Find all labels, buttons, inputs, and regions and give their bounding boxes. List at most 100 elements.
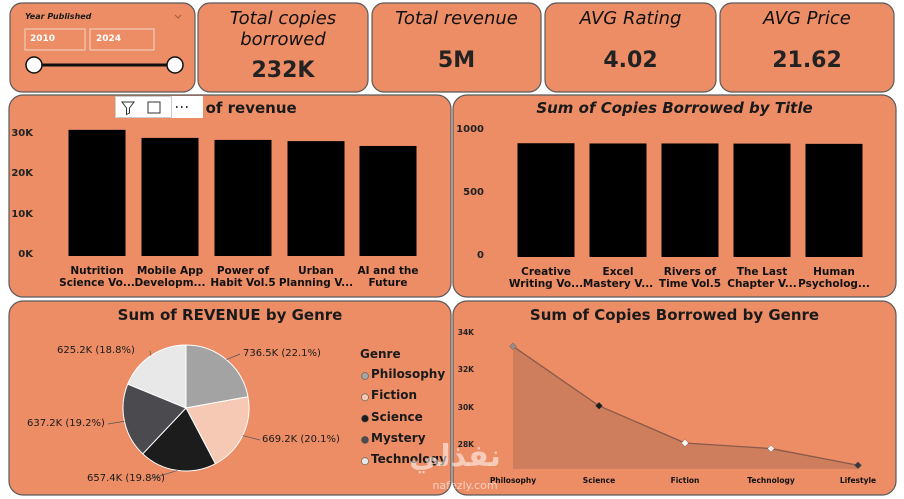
card-value: 5M [437, 48, 476, 73]
pie-slice [122, 383, 187, 455]
toolbar[interactable] [115, 96, 172, 118]
bar [359, 145, 417, 256]
x-tick-label: Lifestyle [839, 476, 877, 485]
x-tick-label: Excel Mastery V... [582, 266, 654, 291]
y-tick-label: 30K [11, 128, 33, 140]
legend-marker [361, 414, 369, 423]
x-tick-label: Mobile App Developm... [134, 265, 206, 290]
y-tick-label: 20K [11, 168, 33, 180]
x-tick-label: Philosophy [489, 476, 537, 485]
card-panel [197, 2, 369, 93]
card-panel [371, 2, 542, 93]
point [681, 439, 689, 447]
watermark: نفذلي [409, 439, 501, 474]
legend-label: Mystery [371, 430, 426, 445]
bar [517, 143, 575, 257]
bar [589, 143, 647, 257]
more-options[interactable] [172, 96, 200, 118]
data-label: 625.2K (18.8%) [57, 345, 135, 356]
date-box[interactable] [24, 28, 86, 51]
slicer-to: 2024 [96, 34, 122, 44]
data-label: 657.4K (19.8%) [87, 473, 165, 484]
chart-title: Sum of REVENUE by Genre [117, 306, 343, 324]
y-tick-label: 500 [463, 187, 484, 199]
card-value: 21.62 [772, 48, 842, 73]
bar [733, 143, 791, 257]
card-value: 4.02 [603, 48, 658, 73]
legend-marker [361, 372, 369, 380]
pie-slice [127, 344, 187, 409]
y-tick-label: 10K [11, 208, 33, 220]
x-tick-label: The Last Chapter V... [727, 266, 797, 291]
point [854, 461, 862, 470]
bar [805, 143, 863, 257]
y-tick-label: 0 [477, 250, 484, 261]
chart-title: Sum of revenue [163, 99, 297, 117]
x-tick-label: Fiction [670, 476, 700, 485]
x-tick-label: Technology [747, 476, 795, 485]
chart-title: Sum of Copies Borrowed by Genre [529, 306, 820, 324]
x-tick-label: AI and the Future [357, 265, 419, 290]
area [513, 346, 858, 469]
data-label: 637.2K (19.2%) [27, 418, 105, 429]
y-tick-label: 28K [457, 439, 474, 449]
leader-line [242, 435, 261, 441]
y-tick-label: 0K [18, 249, 33, 260]
legend-label: Fiction [371, 388, 418, 403]
date-box[interactable] [89, 28, 155, 51]
toolbar-icons [121, 101, 161, 116]
focus-icon[interactable] [147, 101, 161, 114]
point [509, 342, 517, 351]
bar [214, 139, 272, 256]
y-tick-label: 32K [457, 365, 474, 375]
leader-line [107, 420, 125, 425]
bar [661, 143, 719, 257]
x-tick-label: Human Psycholog... [798, 266, 870, 291]
y-tick-label: 1000 [456, 124, 484, 136]
card-value: 232K [251, 58, 315, 83]
bar [287, 141, 345, 256]
card-panel [544, 2, 717, 93]
point [595, 402, 603, 410]
legend-marker [361, 393, 369, 402]
legend-label: Technology [371, 452, 447, 467]
y-tick-label: 30K [457, 402, 474, 412]
watermark-url: nafezly.com [432, 479, 498, 492]
card-title: AVG Rating [579, 8, 682, 29]
card-panel [719, 2, 895, 93]
legend-label: Science [371, 409, 423, 424]
x-tick-label: Science [582, 476, 616, 485]
data-label: 736.5K (22.1%) [243, 348, 321, 359]
chart-title: Sum of Copies Borrowed by Title [536, 99, 813, 117]
pie-slice [185, 396, 250, 465]
slicer-chevron[interactable] [174, 14, 182, 19]
point [767, 444, 775, 453]
legend-marker [361, 436, 369, 444]
x-tick-label: Nutrition Science Vo... [59, 265, 135, 290]
x-tick-label: Rivers of Time Vol.5 [658, 266, 722, 291]
x-tick-label: Power of Habit Vol.5 [210, 265, 276, 290]
slicer-from: 2010 [30, 34, 56, 44]
filter-icon[interactable] [121, 101, 135, 116]
bar [141, 137, 199, 256]
slider-handle[interactable] [166, 56, 184, 74]
slider-handle[interactable] [25, 56, 43, 74]
legend-marker [361, 457, 369, 466]
data-label: 669.2K (20.1%) [262, 434, 340, 445]
card-title: Total revenue [395, 8, 518, 29]
x-tick-label: Creative Writing Vo... [508, 266, 584, 291]
slicer-title: Year Published [25, 12, 92, 21]
y-tick-label: 34K [457, 328, 474, 338]
leader-line [149, 350, 152, 356]
card-title: Total copies borrowed [229, 8, 337, 50]
leader-line [149, 470, 178, 480]
slicer-panel [9, 2, 196, 93]
leader-line [226, 353, 241, 360]
legend-label: Philosophy [371, 367, 446, 381]
legend-title: Genre [360, 347, 401, 361]
more-icon [176, 106, 188, 108]
card-title: AVG Price [763, 8, 851, 29]
x-tick-label: Urban Planning V... [278, 265, 354, 290]
